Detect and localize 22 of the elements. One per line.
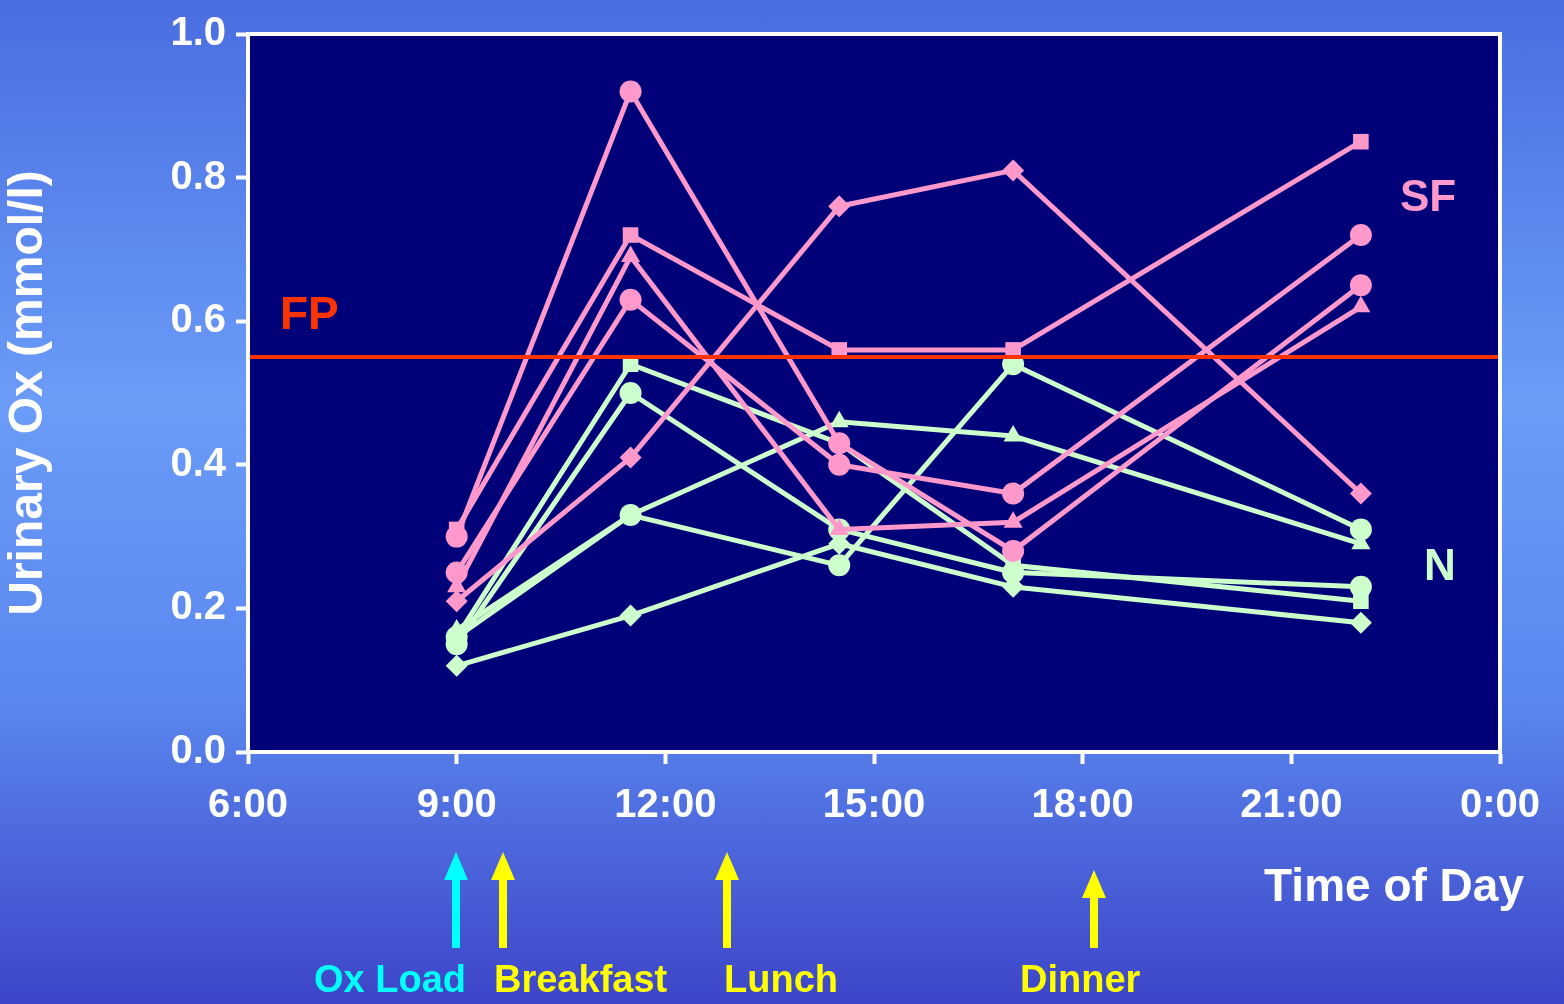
x-tick-label: 15:00 <box>822 781 926 826</box>
text: Breakfast <box>494 958 668 1001</box>
y-axis-title: Urinary Ox (mmol/l) <box>0 170 53 616</box>
text: Dinner <box>1020 958 1141 1001</box>
annotation: N <box>1424 540 1456 590</box>
annotation: SF <box>1399 171 1457 221</box>
y-tick-label: 0.4 <box>170 439 227 484</box>
x-tick-label: 21:00 <box>1240 781 1343 826</box>
y-tick-label: 0.8 <box>170 152 226 197</box>
text: Ox Load <box>313 958 466 1001</box>
y-tick-label: 0.6 <box>170 296 226 341</box>
ref-line-label: FP <box>280 286 339 339</box>
text: Lunch <box>724 958 838 1001</box>
x-tick-label: 18:00 <box>1031 781 1134 826</box>
y-tick-label: 0.2 <box>170 583 226 628</box>
x-tick-label: 0:00 <box>1459 781 1541 826</box>
x-tick-label: 12:00 <box>614 781 717 826</box>
x-axis-title: Time of Day <box>1264 858 1525 911</box>
x-tick-label: 9:00 <box>416 781 497 826</box>
y-tick-label: 1.0 <box>170 9 226 54</box>
y-tick-label: 0.0 <box>170 727 226 772</box>
x-tick-label: 6:00 <box>207 781 289 826</box>
